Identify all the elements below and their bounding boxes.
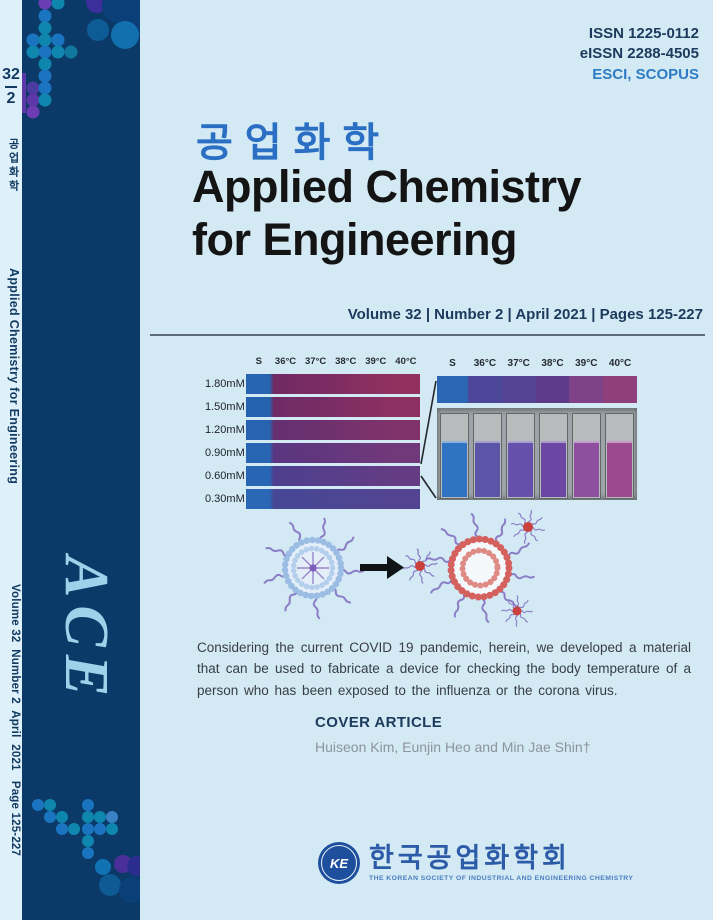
heatmap-row: 0.60mM — [205, 464, 420, 487]
heatmap-row: 1.50mM — [205, 395, 420, 418]
cuvette-liquid — [607, 441, 632, 497]
gradient-segment — [437, 376, 468, 403]
cover-article-heading: COVER ARTICLE — [315, 714, 443, 731]
issn-line: ISSN 1225-0112 — [588, 25, 699, 42]
temp-label: 36°C — [274, 356, 297, 367]
spine-volume-number: 32 — [2, 66, 20, 83]
society-name-korean: 한국공업화학회 — [369, 842, 571, 873]
temp-header-left: S 36°C 37°C 38°C 39°C 40°C — [247, 356, 421, 367]
eissn-line: eISSN 2288-4505 — [579, 45, 699, 63]
journal-title-english: Applied Chemistry for Engineering — [192, 160, 582, 266]
concentration-label: 1.50mM — [205, 400, 245, 413]
dot-pattern-top-icon — [22, 0, 140, 119]
spine-acronym: ACE — [52, 556, 120, 705]
society-badge-monogram: KE — [329, 855, 349, 871]
society-badge-icon: KE — [318, 842, 360, 884]
spine-volume-info: Volume 32 Number 2 April 2021 Page 125-2… — [9, 584, 21, 857]
society-names: 한국공업화학회 THE KOREAN SOCIETY OF INDUSTRIAL… — [369, 842, 634, 882]
society-name-english: THE KOREAN SOCIETY OF INDUSTRIAL AND ENG… — [369, 874, 634, 882]
spine-korean-title: 공업화학 — [7, 138, 19, 194]
spine-divider — [5, 86, 17, 89]
sidebar: ACE — [22, 0, 140, 920]
heatmap-bar — [246, 373, 420, 394]
micelle-star-icon — [510, 509, 546, 545]
micelle-blue-icon — [262, 516, 366, 620]
heatmap-bar — [246, 442, 420, 463]
heatmap-bar — [246, 396, 420, 417]
temp-label: 38°C — [541, 358, 564, 369]
journal-title-line2: for Engineering — [192, 214, 518, 266]
cuvette — [539, 413, 568, 499]
indexing-line: ESCI, SCOPUS — [592, 65, 699, 83]
society-logo: KE 한국공업화학회 THE KOREAN SOCIETY OF INDUSTR… — [318, 842, 633, 884]
temp-label: S — [255, 356, 262, 367]
micelle-star-icon — [402, 548, 438, 584]
gradient-segment — [501, 376, 536, 403]
gradient-segment — [468, 376, 502, 403]
heatmap-bar — [246, 419, 420, 440]
temp-header-right: S 36°C 37°C 38°C 39°C 40°C — [437, 358, 637, 369]
gradient-segment — [535, 376, 570, 403]
temp-label: S — [449, 358, 456, 369]
concentration-label: 1.20mM — [205, 423, 245, 436]
cuvette-photo — [437, 408, 637, 500]
micelle-star-icon — [500, 594, 534, 628]
temp-label: 37°C — [305, 356, 327, 367]
micelle-red-icon — [424, 512, 536, 624]
temp-label: 40°C — [395, 356, 417, 367]
temp-label: 39°C — [365, 356, 387, 367]
volume-info-line: Volume 32 | Number 2 | April 2021 | Page… — [347, 306, 703, 323]
cuvette-liquid — [574, 441, 599, 497]
cuvette-liquid — [541, 441, 566, 497]
temp-label: 39°C — [575, 358, 598, 369]
heatmap-row: 0.90mM — [205, 441, 420, 464]
heatmap-bar — [246, 465, 420, 486]
cuvette-liquid — [508, 441, 533, 497]
temp-label: 40°C — [608, 358, 632, 369]
abstract-text: Considering the current COVID 19 pandemi… — [197, 640, 691, 698]
journal-title-line1: Applied Chemistry — [192, 161, 582, 212]
cuvette — [440, 413, 469, 499]
heatmap-bar — [246, 488, 420, 509]
heatmap-row: 1.20mM — [205, 418, 420, 441]
spine-issue-number: 2 — [6, 90, 16, 108]
heatmap-row: 1.80mM — [205, 372, 420, 395]
arrow-icon — [360, 556, 404, 579]
spine-english-title: Applied Chemistry for Engineering — [7, 268, 21, 485]
cuvette-liquid — [475, 441, 500, 497]
concentration-label: 1.80mM — [205, 377, 245, 390]
gradient-bar — [437, 376, 637, 403]
concentration-label: 0.60mM — [205, 469, 245, 482]
heatmap-row: 0.30mM — [205, 487, 420, 510]
issn-block: ISSN 1225-0112 eISSN 2288-4505 ESCI, SCO… — [580, 24, 699, 85]
micelle-illustration — [262, 509, 546, 628]
temp-label: 36°C — [473, 358, 497, 369]
gradient-segment — [603, 376, 637, 403]
concentration-label: 0.90mM — [205, 446, 245, 459]
concentration-rows: 1.80mM 1.50mM 1.20mM 0.90mM 0.60mM 0.30mM — [205, 372, 420, 510]
dot-pattern-bottom-icon — [32, 799, 140, 903]
cuvette-liquid — [442, 441, 467, 497]
gradient-segment — [569, 376, 604, 403]
title-rule — [150, 334, 705, 336]
journal-title-korean: 공업화학 — [196, 121, 392, 165]
cover-article-authors: Huiseon Kim, Eunjin Heo and Min Jae Shin… — [315, 739, 591, 755]
spine-strip — [0, 0, 22, 920]
cuvette — [572, 413, 601, 499]
cuvette — [605, 413, 634, 499]
concentration-label: 0.30mM — [205, 492, 245, 505]
temp-label: 37°C — [507, 358, 530, 369]
cuvette — [473, 413, 502, 499]
spine-issue-block: 32 2 — [0, 66, 22, 109]
cuvette — [506, 413, 535, 499]
temp-label: 38°C — [335, 356, 357, 367]
